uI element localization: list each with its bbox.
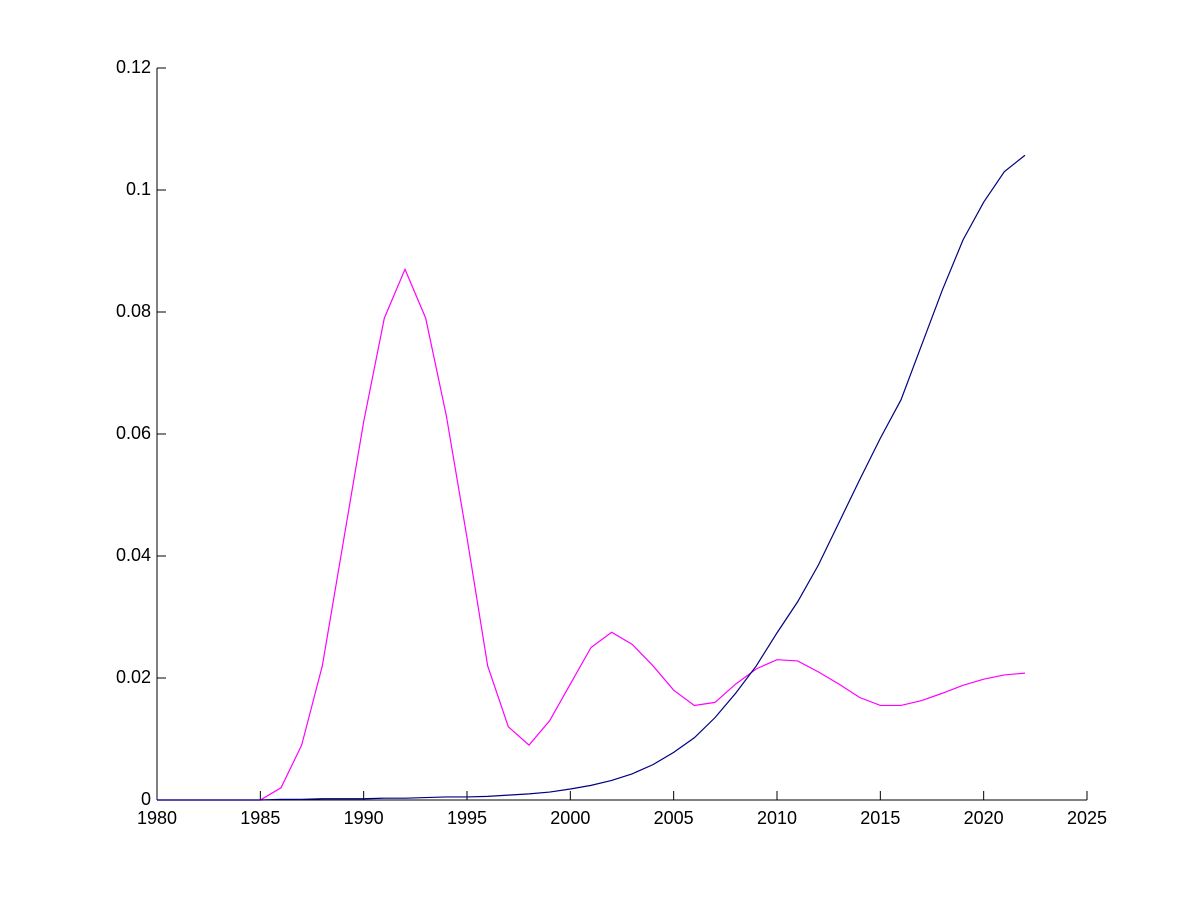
x-tick-label: 1980 xyxy=(137,808,177,828)
y-tick-label: 0.08 xyxy=(116,301,151,321)
y-tick-label: 0.12 xyxy=(116,57,151,77)
y-tick-label: 0 xyxy=(141,789,151,809)
y-tick-label: 0.06 xyxy=(116,423,151,443)
series-line xyxy=(157,267,1026,801)
series-line xyxy=(157,154,1026,801)
y-tick-label: 0.04 xyxy=(116,545,151,565)
x-tick-label: 2010 xyxy=(757,808,797,828)
x-tick-label: 2020 xyxy=(964,808,1004,828)
x-tick-label: 1995 xyxy=(447,808,487,828)
x-tick-label: 2005 xyxy=(654,808,694,828)
x-tick-label: 1990 xyxy=(344,808,384,828)
x-tick-label: 1985 xyxy=(240,808,280,828)
x-tick-label: 2015 xyxy=(860,808,900,828)
y-tick-label: 0.1 xyxy=(126,179,151,199)
x-tick-label: 2000 xyxy=(550,808,590,828)
y-tick-label: 0.02 xyxy=(116,667,151,687)
x-tick-label: 2025 xyxy=(1067,808,1107,828)
